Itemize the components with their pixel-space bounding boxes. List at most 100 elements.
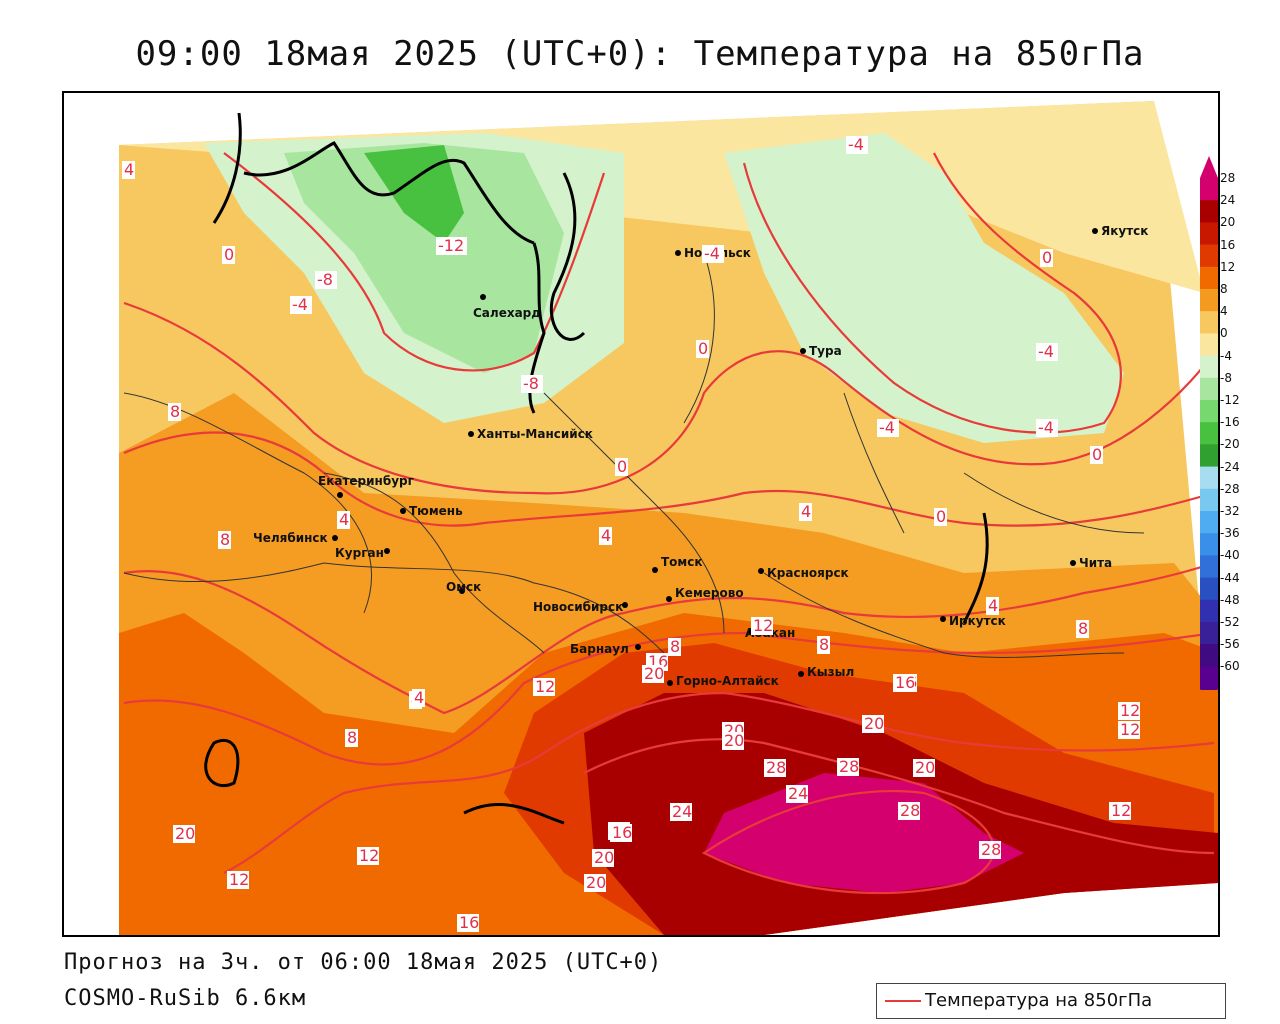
isotherm-label: 12: [357, 846, 379, 865]
city-marker: Омск: [446, 580, 481, 594]
isotherm-value-labels: 4 0 -4 -8 -12 -8 -4 0 -4 -4 0 -4 -4 0 0 4 8 4 4 8 4 4 0 8 12 16 20…: [122, 135, 1140, 932]
isotherm-value: 12: [535, 677, 555, 696]
city-dot: [622, 602, 628, 608]
isotherm-label-background: [610, 824, 632, 842]
isotherm-label: 4: [799, 502, 812, 521]
isotherm-value: 12: [1111, 801, 1131, 820]
colorbar-tick-label: 8: [1220, 282, 1228, 296]
isotherm-value: -4: [704, 244, 720, 263]
colorbar-swatch: [1200, 266, 1218, 290]
isotherm-label-background: [986, 597, 999, 615]
legend-line-swatch: [885, 1000, 921, 1002]
isotherm-label: 8: [345, 728, 358, 747]
isotherm-label-background: [1118, 702, 1140, 720]
isotherm-label-background: [584, 874, 606, 892]
city-dot: [798, 671, 804, 677]
isotherm-label-background: [1090, 446, 1103, 464]
isotherm-label-background: [979, 841, 1001, 859]
city-name: Курган: [335, 546, 384, 560]
city-name: Якутск: [1101, 224, 1148, 238]
isotherm-label: 8: [1076, 619, 1089, 638]
isotherm-value: 12: [1120, 701, 1140, 720]
isotherm-value: 0: [936, 507, 946, 526]
isotherm-value: 0: [698, 339, 708, 358]
isotherm-label: -12: [436, 236, 467, 255]
isotherm-value: 16: [612, 823, 632, 842]
isotherm-label: 20: [592, 848, 614, 867]
isotherm-value: 4: [988, 596, 998, 615]
isotherm-label-background: [521, 375, 543, 393]
isotherm-value: 12: [229, 870, 249, 889]
isotherm-value: 20: [864, 714, 884, 733]
isotherm-label: 8: [668, 637, 681, 656]
colorbar-tick-label: -12: [1220, 393, 1240, 407]
isotherm-value: 4: [414, 688, 424, 707]
city-name: Томск: [661, 555, 703, 569]
isotherm-label-background: [1118, 721, 1140, 739]
city-marker: Чита: [1070, 556, 1112, 570]
isotherm-label-background: [1040, 249, 1053, 267]
colorbar-tick-label: 4: [1220, 304, 1228, 319]
isotherm-value: 20: [586, 873, 606, 892]
isotherm-value: 28: [900, 801, 920, 820]
isotherm-label-background: [168, 403, 181, 421]
isotherm-label: 24: [786, 784, 808, 803]
city-name: Иркутск: [949, 614, 1006, 628]
isotherm-label: 20: [584, 873, 606, 892]
isotherm-label: 16: [893, 673, 915, 692]
city-name: Ханты-Мансийск: [477, 427, 593, 441]
isotherm-label: 28: [979, 840, 1001, 859]
isotherm-label-background: [222, 246, 235, 264]
city-marker: Курган: [335, 546, 390, 560]
isotherm-label: -8: [315, 270, 337, 289]
isotherm-label: 4: [412, 688, 425, 707]
city-marker: Тюмень: [400, 504, 463, 518]
colorbar-swatch: [1200, 533, 1218, 556]
isotherm-label-background: [357, 847, 379, 865]
isotherm-label-background: [218, 531, 231, 549]
city-dot: [400, 508, 406, 514]
model-domain: [119, 101, 1218, 935]
isotherm-label: 28: [837, 757, 859, 776]
forecast-info: Прогноз на 3ч. от 06:00 18мая 2025 (UTC+…: [64, 950, 663, 975]
city-name: Салехард: [473, 306, 541, 320]
isotherm-label-background: [533, 678, 555, 696]
isotherm-label: 20: [913, 758, 935, 777]
isotherm-label: -4: [877, 418, 899, 437]
city-dot: [800, 348, 806, 354]
isotherm-label: 20: [173, 824, 195, 843]
colorbar-tick-label: -20: [1220, 437, 1240, 452]
city-marker: Барнаул: [570, 642, 641, 656]
isotherm-label: 8: [168, 402, 181, 421]
isotherm-label-background: [837, 758, 859, 776]
colorbar-swatch: [1200, 488, 1218, 512]
city-marker: Новосибирск: [533, 600, 628, 614]
isotherm-value: -4: [292, 295, 308, 314]
isotherm-value: 12: [753, 616, 773, 635]
isotherm-label-background: [696, 340, 709, 358]
legend: Температура на 850гПа: [876, 983, 1226, 1019]
city-marker: Челябинск: [253, 531, 338, 545]
colorbar-tick-label: -36: [1220, 526, 1240, 541]
city-name: Челябинск: [253, 531, 328, 545]
isotherm-label-background: [702, 245, 724, 263]
city-name: Чита: [1079, 556, 1112, 570]
isotherm-label-background: [412, 689, 425, 707]
city-dot: [667, 680, 673, 686]
isotherm-value: 20: [724, 731, 744, 750]
city-marker: Якутск: [1092, 224, 1148, 238]
isotherm-value: 8: [1078, 619, 1088, 638]
city-marker: Томск: [652, 555, 703, 573]
isotherm-label-background: [1036, 343, 1058, 361]
isotherm-label-background: [1109, 802, 1131, 820]
isotherm-label-background: [599, 527, 612, 545]
colorbar-swatch: [1200, 377, 1218, 401]
isotherm-label: 20: [642, 664, 664, 683]
isotherm-value: 20: [594, 848, 614, 867]
isotherm-label-background: [898, 802, 920, 820]
colorbar-swatch: [1200, 222, 1218, 246]
colorbar-swatch: [1200, 422, 1218, 445]
isotherm-label-background: [642, 665, 664, 683]
isotherm-value: 4: [339, 510, 349, 529]
isotherm-label-background: [799, 503, 812, 521]
